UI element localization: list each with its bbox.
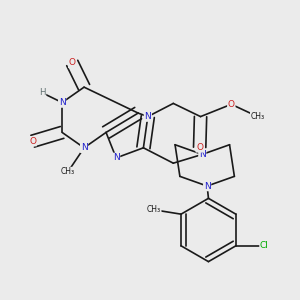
Text: CH₃: CH₃ [147,205,161,214]
Text: O: O [29,137,36,146]
Text: N: N [204,182,211,190]
Text: N: N [81,143,88,152]
Text: CH₃: CH₃ [61,167,75,176]
Text: N: N [144,112,151,121]
Text: O: O [228,100,235,109]
Text: Cl: Cl [260,241,269,250]
Text: O: O [196,143,203,152]
Text: O: O [69,58,76,68]
Text: N: N [199,150,206,159]
Text: N: N [113,153,119,162]
Text: N: N [59,98,65,107]
Text: CH₃: CH₃ [250,112,265,121]
Text: H: H [39,88,46,98]
